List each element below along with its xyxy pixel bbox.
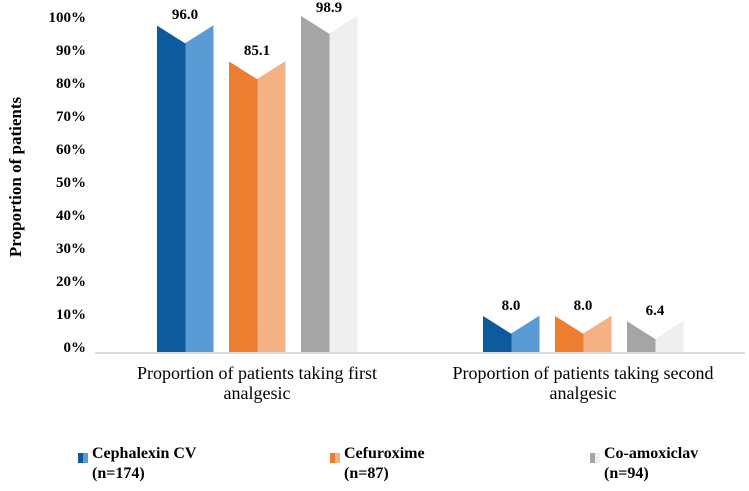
legend-label: Cephalexin CV (n=174) bbox=[92, 445, 197, 482]
bar-value-label: 85.1 bbox=[243, 43, 271, 60]
legend-label: Cefuroxime (n=87) bbox=[344, 445, 425, 482]
bar bbox=[300, 15, 358, 352]
bar bbox=[482, 315, 540, 352]
bar-value-label: 8.0 bbox=[573, 297, 593, 314]
y-tick-label: 50% bbox=[56, 175, 86, 191]
bar-value-label: 98.9 bbox=[315, 0, 343, 16]
y-tick-label: 20% bbox=[56, 274, 86, 290]
bar bbox=[554, 315, 612, 352]
bar bbox=[156, 25, 214, 352]
y-tick-label: 40% bbox=[56, 208, 86, 224]
y-tick-label: 10% bbox=[56, 307, 86, 323]
y-tick-label: 60% bbox=[56, 142, 86, 158]
y-tick-label: 0% bbox=[63, 340, 87, 356]
bar bbox=[228, 61, 286, 352]
legend-label: Co-amoxiclav (n=94) bbox=[604, 445, 699, 482]
legend-marker-icon bbox=[78, 453, 88, 463]
y-tick-label: 80% bbox=[56, 76, 86, 92]
bar-value-label: 6.4 bbox=[645, 302, 665, 319]
x-axis-line bbox=[95, 352, 745, 354]
bar-value-label: 8.0 bbox=[501, 297, 521, 314]
y-tick-label: 90% bbox=[56, 43, 86, 59]
y-tick-label: 70% bbox=[56, 109, 86, 125]
category-label: Proportion of patients taking second ana… bbox=[452, 363, 714, 403]
legend-marker-icon bbox=[330, 453, 340, 463]
category-label: Proportion of patients taking first anal… bbox=[137, 363, 377, 403]
legend-marker-icon bbox=[590, 453, 600, 463]
bar-value-label: 96.0 bbox=[171, 7, 199, 24]
y-tick-label: 30% bbox=[56, 241, 86, 257]
bar bbox=[626, 320, 684, 352]
y-tick-label: 100% bbox=[48, 10, 87, 26]
